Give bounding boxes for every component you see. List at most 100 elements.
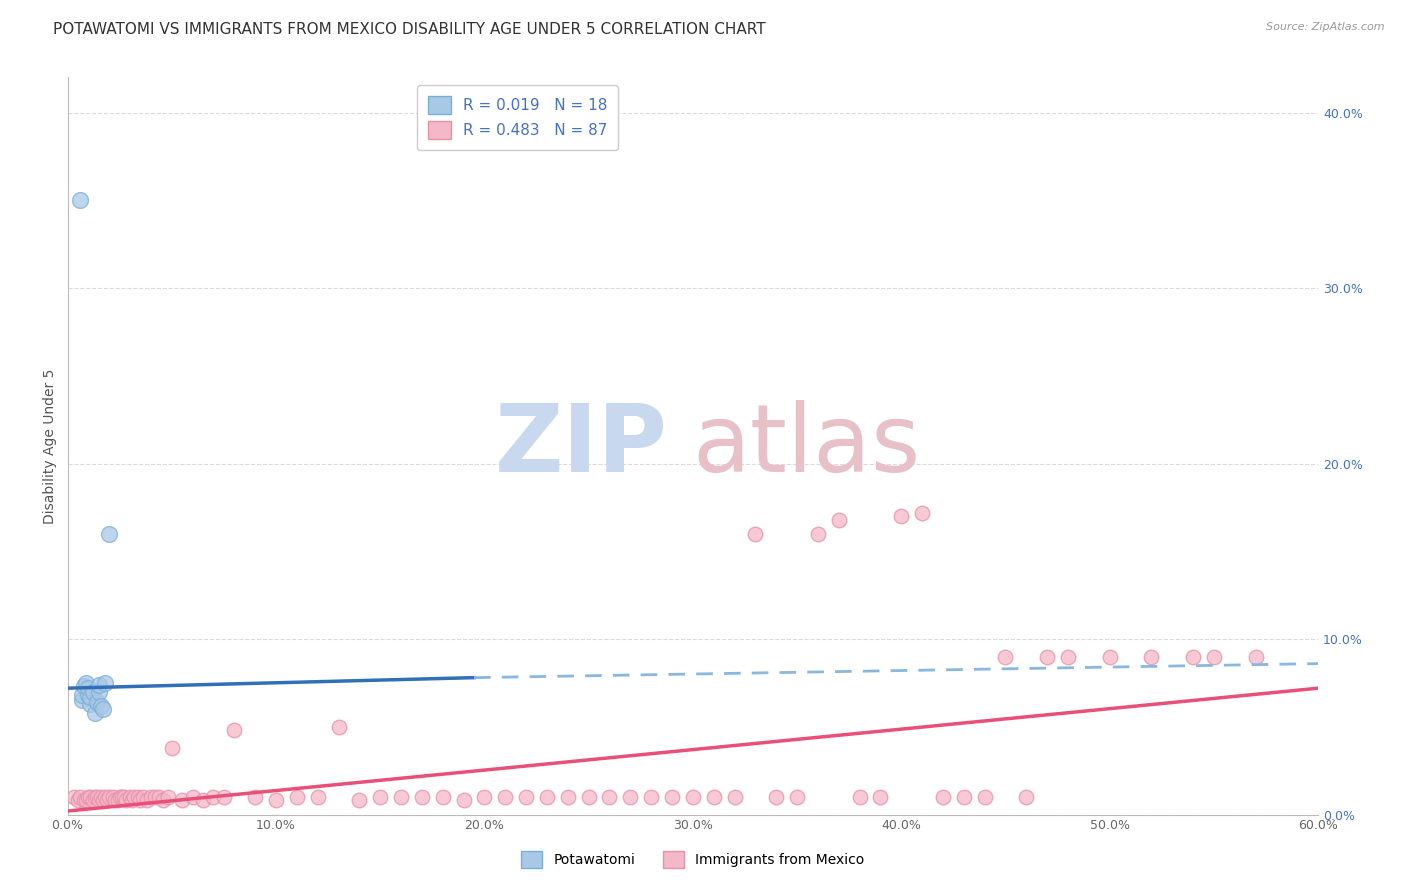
Point [122,789,145,804]
Point [77,789,100,804]
Point [264,793,287,807]
Point [83,706,105,720]
Point [90,698,112,713]
Point [1057,649,1080,664]
Point [148,789,170,804]
Point [111,789,134,804]
Point [73,680,96,694]
Point [224,723,246,738]
Point [890,509,912,524]
Text: POTAWATOMI VS IMMIGRANTS FROM MEXICO DISABILITY AGE UNDER 5 CORRELATION CHART: POTAWATOMI VS IMMIGRANTS FROM MEXICO DIS… [53,22,766,37]
Text: Source: ZipAtlas.com: Source: ZipAtlas.com [1267,22,1385,32]
Point [1036,649,1059,664]
Point [94,676,117,690]
Point [91,702,114,716]
Point [368,789,391,804]
Legend: R = 0.019   N = 18, R = 0.483   N = 87: R = 0.019 N = 18, R = 0.483 N = 87 [418,85,619,150]
Point [307,789,329,804]
Point [112,789,135,804]
Point [202,789,225,804]
Point [765,789,787,804]
Point [77,681,100,696]
Point [108,789,131,804]
Point [807,526,830,541]
Point [135,793,157,807]
Point [973,789,995,804]
Point [515,789,537,804]
Point [869,789,891,804]
Point [994,649,1017,664]
Point [96,793,118,807]
Point [120,789,142,804]
Text: atlas: atlas [693,400,921,492]
Point [723,789,745,804]
Point [69,789,91,804]
Point [77,688,100,702]
Point [640,789,662,804]
Point [911,506,934,520]
Point [1098,649,1121,664]
Point [69,194,91,208]
Point [104,793,127,807]
Point [103,789,125,804]
Point [191,793,214,807]
Point [682,789,704,804]
Point [62,789,84,804]
Point [1015,789,1038,804]
Point [786,789,808,804]
Point [83,789,105,804]
Point [87,684,110,698]
Point [536,789,558,804]
Point [79,697,101,711]
Point [1182,649,1205,664]
Point [494,789,516,804]
Point [70,693,93,707]
Point [349,793,371,807]
Point [139,789,162,804]
Point [243,789,266,804]
Point [160,740,183,755]
Point [87,793,110,807]
Point [75,676,97,690]
Point [70,688,93,702]
Point [86,695,108,709]
Point [121,793,143,807]
Point [66,793,89,807]
Point [828,513,851,527]
Point [156,789,179,804]
Point [82,793,104,807]
Point [744,526,766,541]
Point [474,789,496,804]
Point [90,789,112,804]
Point [578,789,600,804]
Point [82,684,104,698]
Point [661,789,683,804]
Point [557,789,579,804]
Point [389,789,412,804]
Point [131,789,153,804]
Point [94,789,117,804]
Point [328,720,350,734]
Point [79,789,101,804]
Point [285,789,308,804]
Point [453,793,475,807]
Point [91,793,114,807]
Point [75,793,97,807]
Point [115,793,138,807]
Point [98,526,121,541]
Point [598,789,620,804]
Point [212,789,235,804]
Point [952,789,974,804]
Point [79,690,101,704]
Point [432,789,454,804]
Point [107,793,129,807]
Point [127,789,149,804]
Point [129,793,152,807]
Point [619,789,641,804]
Point [1202,649,1225,664]
Point [1140,649,1163,664]
Point [1244,649,1267,664]
Point [172,793,194,807]
Point [143,789,166,804]
Point [411,789,433,804]
